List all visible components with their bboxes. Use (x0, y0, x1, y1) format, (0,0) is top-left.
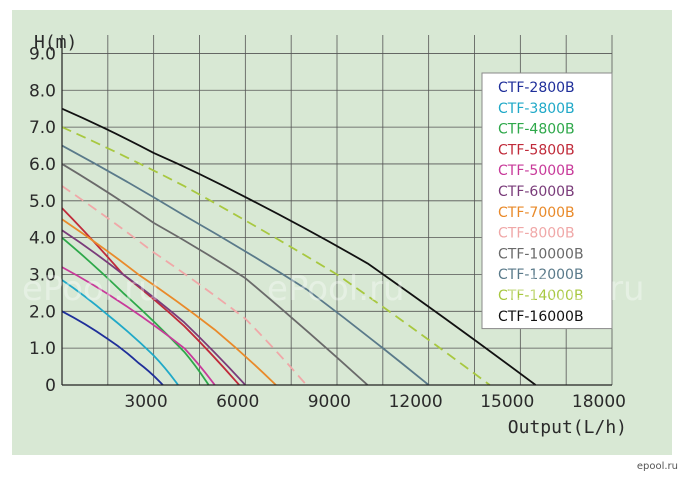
watermark-text: ePool.ru (267, 269, 405, 309)
legend-entry: CTF-3800B (498, 101, 575, 117)
y-tick-label: 0 (45, 376, 56, 396)
site-tag: epool.ru (636, 461, 678, 472)
legend-entry: CTF-2800B (498, 80, 575, 96)
y-axis-label: H(m) (34, 32, 77, 53)
legend-entry: CTF-5800B (498, 142, 575, 158)
series-line-ctf-2800b (61, 310, 164, 386)
series-line-ctf-8000b (61, 185, 308, 386)
legend-entry: CTF-10000B (498, 246, 584, 262)
y-tick-label: 3.0 (29, 265, 56, 285)
x-tick-label: 15000 (480, 392, 534, 412)
watermark-text: ePool.ru (22, 269, 160, 309)
x-tick-label: 3000 (124, 392, 167, 412)
y-tick-label: 2.0 (29, 302, 56, 322)
legend-entry: CTF-8000B (498, 226, 575, 242)
x-tick-label: 9000 (308, 392, 351, 412)
y-tick-label: 1.0 (29, 339, 56, 359)
y-tick-label: 7.0 (29, 118, 56, 138)
series-line-ctf-10000b (61, 163, 369, 386)
series-line-ctf-4800b (61, 236, 210, 386)
legend-box (481, 72, 613, 330)
y-tick-label: 9.0 (29, 44, 56, 64)
series-line-ctf-16000b (61, 107, 537, 386)
legend-entry: CTF-5000B (498, 163, 575, 179)
x-tick-label: 18000 (572, 392, 626, 412)
legend-entry: CTF-4800B (498, 122, 575, 138)
x-tick-label: 6000 (216, 392, 259, 412)
axes (61, 35, 612, 386)
chart-panel: 0 1.0 2.0 3.0 4.0 5.0 6.0 7.0 8.0 9.0 3000 6000 9000… (12, 10, 672, 455)
legend-entry: CTF-16000B (498, 309, 584, 325)
series-line-ctf-7000b (61, 218, 277, 386)
series-line-ctf-3800b (61, 279, 179, 386)
series-line-ctf-12000b (61, 144, 430, 386)
legend-entry: CTF-14000B (498, 288, 584, 304)
legend: CTF-2800B CTF-3800B CTF-4800B CTF-5800B CTF-… (481, 72, 613, 330)
watermark-text: ePool.ru (507, 269, 645, 309)
y-tick-label: 4.0 (29, 229, 56, 249)
pump-curve-chart: 0 1.0 2.0 3.0 4.0 5.0 6.0 7.0 8.0 9.0 3000 6000 9000… (22, 32, 645, 438)
x-axis-label: Output(L/h) (508, 417, 627, 438)
series-layer (61, 107, 537, 386)
x-tick-label: 12000 (389, 392, 443, 412)
y-tick-label: 6.0 (29, 155, 56, 175)
legend-entry: CTF-12000B (498, 267, 584, 283)
series-line-ctf-14000b (61, 126, 491, 386)
series-line-ctf-5000b (61, 266, 216, 386)
series-line-ctf-6000b (61, 229, 246, 386)
legend-entry: CTF-6000B (498, 184, 575, 200)
ticks: 0 1.0 2.0 3.0 4.0 5.0 6.0 7.0 8.0 9.0 3000 6000 9000… (29, 44, 626, 412)
watermarks: ePool.ru ePool.ru ePool.ru (22, 269, 645, 309)
y-tick-label: 8.0 (29, 81, 56, 101)
y-tick-label: 5.0 (29, 192, 56, 212)
legend-entry: CTF-7000B (498, 205, 575, 221)
